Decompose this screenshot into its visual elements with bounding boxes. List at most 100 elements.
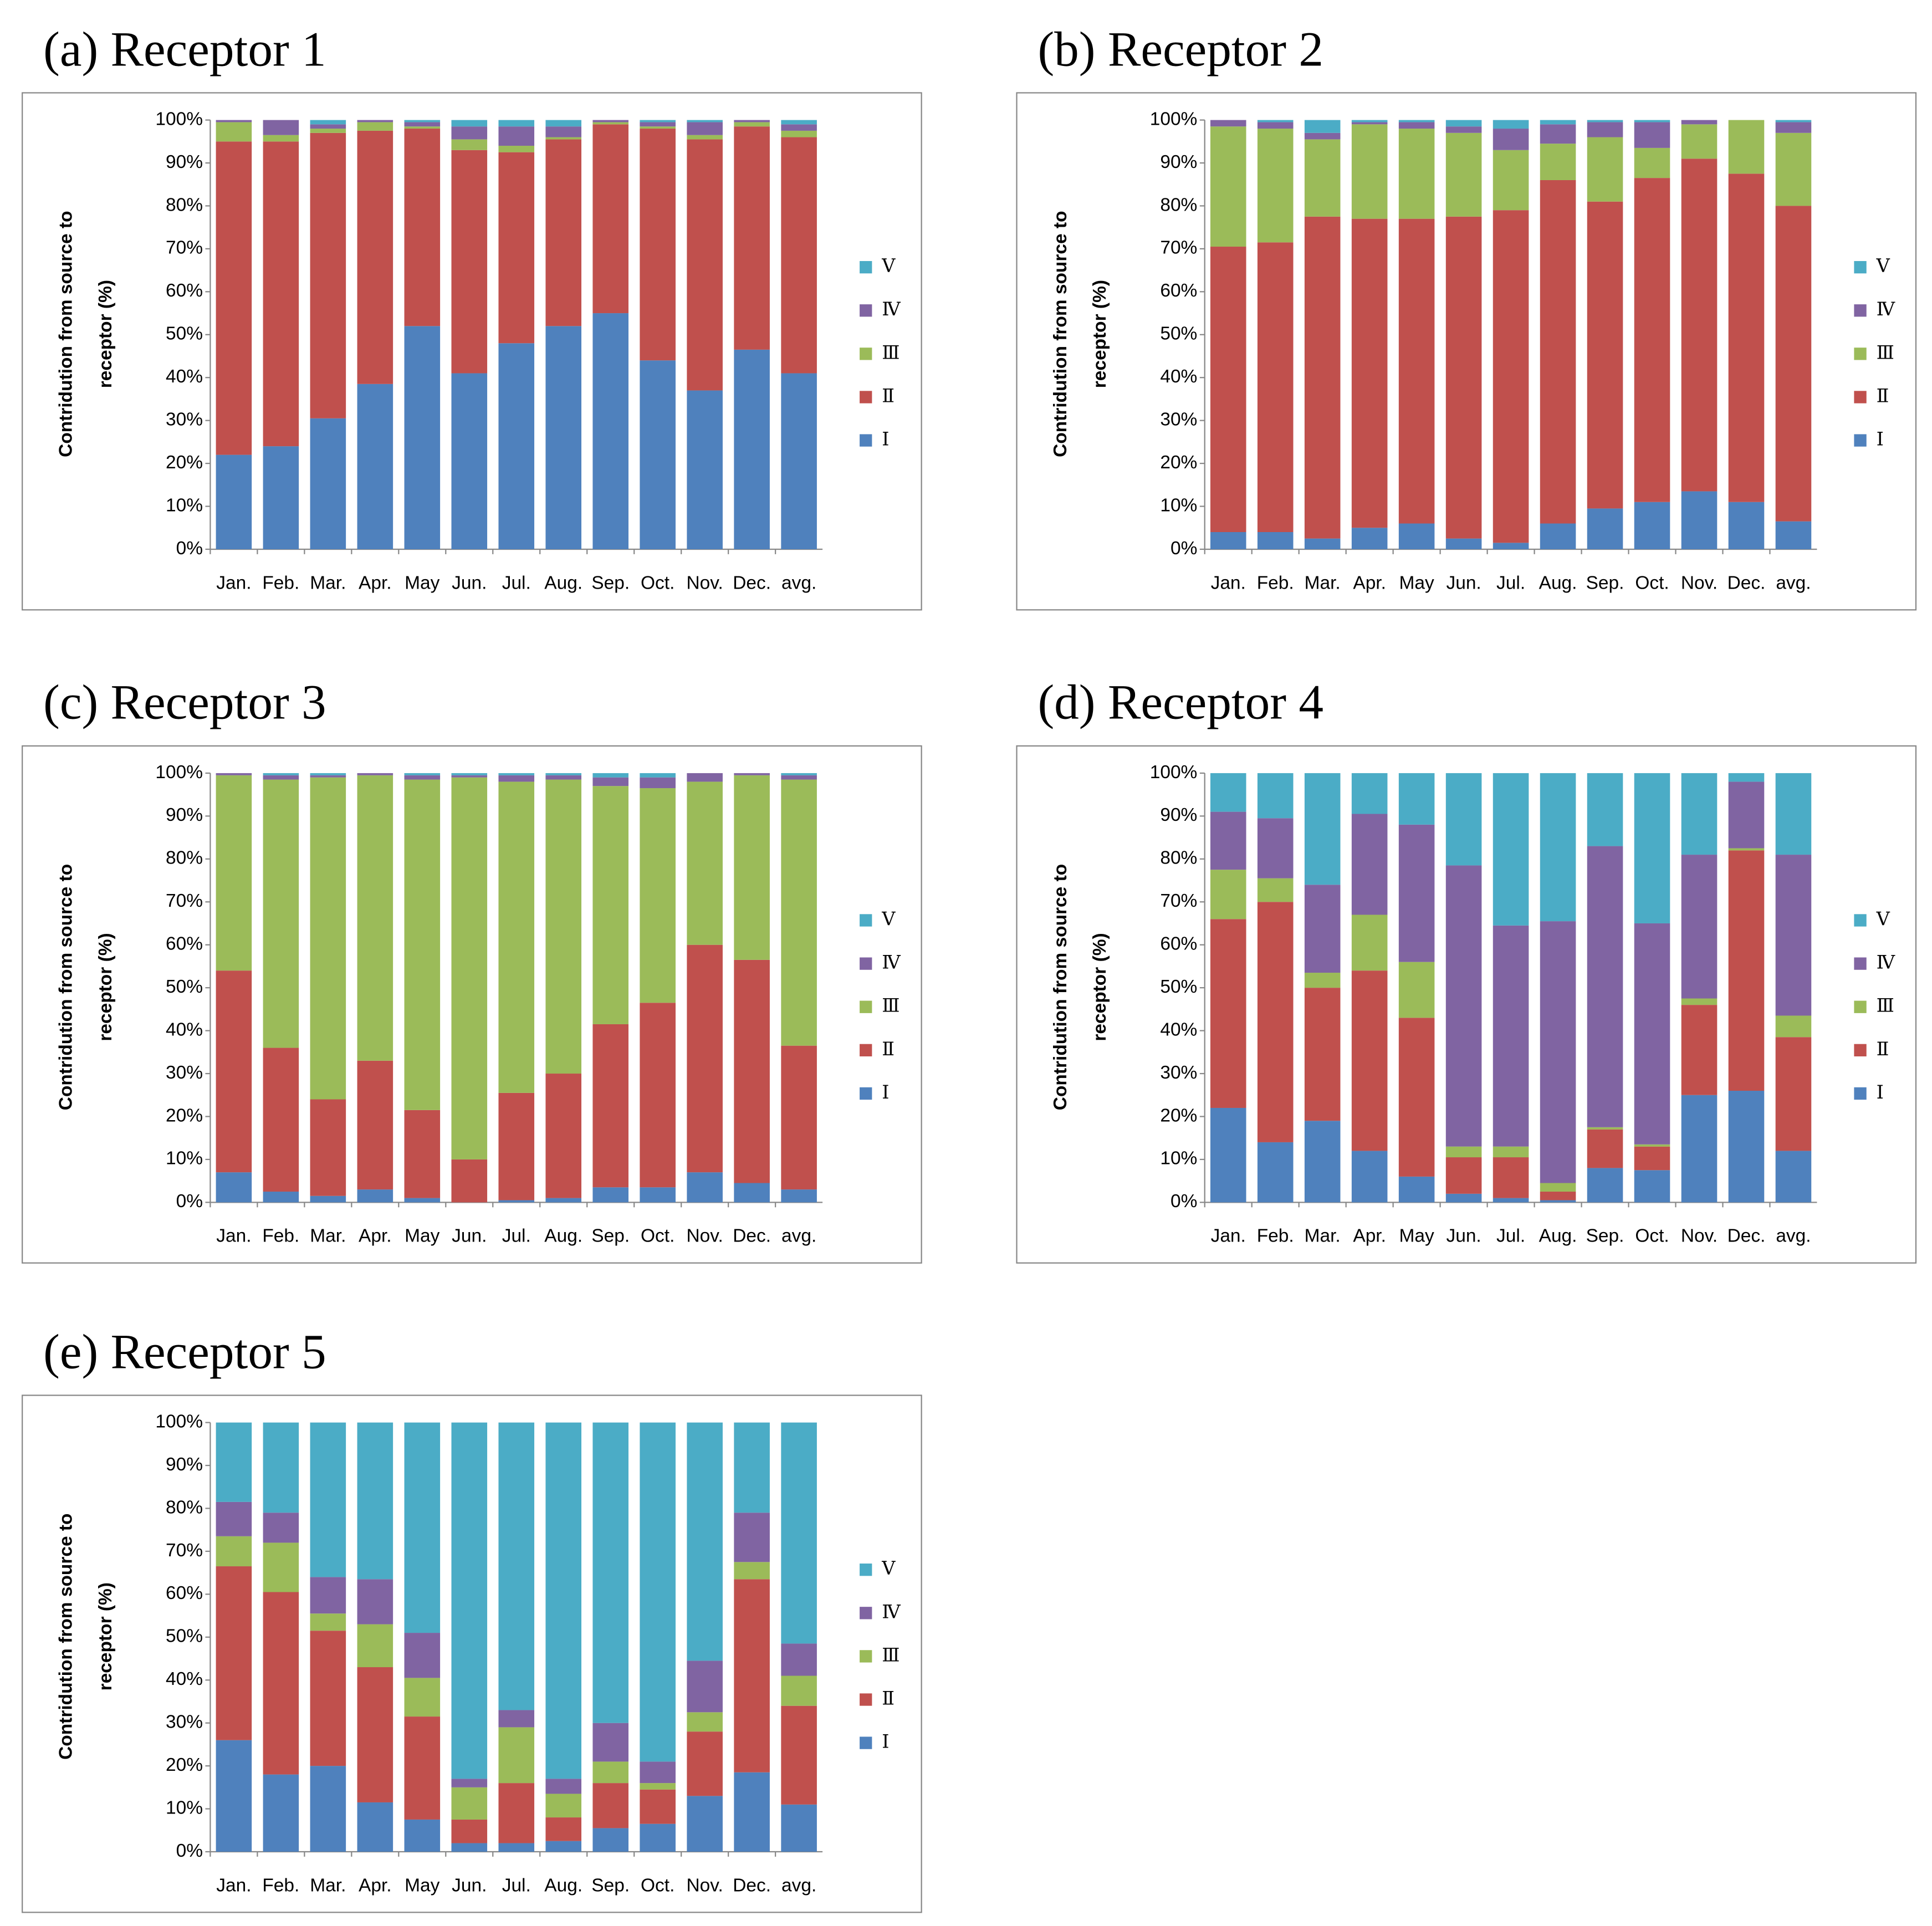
legend-label: Ⅳ [882, 298, 901, 320]
legend-swatch [860, 1736, 872, 1749]
y-tick-label: 60% [1160, 280, 1197, 301]
x-tick-label: Jun. [452, 1226, 487, 1246]
legend-swatch [860, 434, 872, 447]
bar-segment [1445, 773, 1482, 866]
bar-segment [734, 126, 770, 350]
bar-segment [1775, 120, 1812, 122]
bar-segment [734, 775, 770, 960]
bar-segment [216, 141, 252, 455]
bar-segment [1493, 210, 1529, 543]
bar-segment [1634, 1144, 1670, 1147]
bar-segment [781, 773, 817, 775]
bar-segment [1257, 122, 1294, 129]
bar-segment [1681, 1005, 1718, 1095]
bar-segment [1728, 848, 1765, 851]
bar-segment [1493, 150, 1529, 211]
bar-segment [781, 1422, 817, 1644]
bar-segment [216, 1536, 252, 1567]
x-tick-label: Apr. [359, 573, 392, 593]
bar-segment [734, 1579, 770, 1772]
bar-segment [310, 777, 346, 1100]
bar-segment [404, 1422, 441, 1633]
x-tick-label: Mar. [310, 573, 346, 593]
bar-segment [498, 1092, 535, 1200]
bar-segment [545, 120, 582, 127]
bar-segment [1398, 1018, 1435, 1177]
bar-segment [1257, 242, 1294, 533]
legend-label: Ⅳ [1877, 952, 1895, 973]
y-tick-label: 20% [1160, 1105, 1197, 1126]
bar-segment [263, 1048, 299, 1192]
x-tick-label: May [1399, 1226, 1434, 1246]
legend-swatch [860, 1564, 872, 1576]
bar-segment [1398, 120, 1435, 122]
bar-segment [451, 1422, 488, 1779]
bar-segment [545, 1074, 582, 1198]
y-tick-label: 40% [166, 366, 203, 387]
y-tick-label: 80% [166, 195, 203, 215]
bar-segment [1681, 855, 1718, 999]
bar-segment [1775, 855, 1812, 1016]
bar-segment [1304, 120, 1341, 133]
bar-segment [1681, 491, 1718, 549]
x-tick-label: Mar. [310, 1875, 346, 1896]
bar-segment [404, 129, 441, 326]
bar-segment [1775, 132, 1812, 206]
legend-swatch [1854, 1087, 1867, 1100]
legend-swatch [860, 1607, 872, 1620]
bar-segment [781, 130, 817, 137]
bar-segment [1681, 998, 1718, 1005]
bar-segment [734, 122, 770, 127]
chart-panel: (a) Receptor 1 0% 10% 20% 30% 40% 50% 60% 70% 80%… [22, 22, 922, 611]
bar-segment [1210, 126, 1246, 247]
bar-segment [310, 129, 346, 133]
x-tick-label: Aug. [544, 573, 582, 593]
y-axis-label: Contridution from source to receptor (%) [55, 864, 115, 1110]
x-tick-label: Nov. [686, 573, 723, 593]
x-tick-label: Feb. [262, 1226, 299, 1246]
bar-segment [263, 779, 299, 1048]
bar-segment [357, 1624, 393, 1668]
bar-segment [545, 1422, 582, 1779]
bar-segment [781, 1804, 817, 1852]
y-tick-label: 70% [1160, 238, 1197, 258]
y-tick-label: 20% [166, 1755, 203, 1775]
y-tick-label: 60% [166, 934, 203, 954]
legend-label: Ⅱ [882, 1038, 895, 1060]
bar-segment [1493, 543, 1529, 549]
y-tick-label: 80% [1160, 195, 1197, 215]
bar-segment [451, 1159, 488, 1203]
bar-segment [1587, 122, 1623, 137]
bar-segment [1351, 124, 1388, 219]
bar-segment [687, 773, 723, 782]
legend-swatch [860, 1044, 872, 1056]
y-axis-label: Contridution from source to receptor (%) [1050, 211, 1110, 457]
y-tick-label: 40% [166, 1669, 203, 1689]
bar-segment [1304, 885, 1341, 973]
bar-segment [216, 773, 252, 775]
bar-segment [781, 1643, 817, 1676]
bar-segment [1257, 818, 1294, 878]
bar-segment [310, 418, 346, 549]
x-tick-label: May [405, 573, 439, 593]
legend-swatch [860, 304, 872, 317]
bar-segment [1634, 923, 1670, 1145]
bar-segment [1398, 773, 1435, 825]
bar-segment [263, 775, 299, 780]
bar-segment [592, 777, 629, 786]
bar-segment [781, 373, 817, 549]
y-tick-label: 0% [176, 1841, 203, 1861]
bar-segment [1681, 1095, 1718, 1203]
bar-segment [545, 1198, 582, 1203]
x-tick-label: Jan. [1211, 573, 1246, 593]
bar-segment [1257, 532, 1294, 549]
bar-segment [498, 773, 535, 775]
bar-segment [640, 1422, 676, 1762]
x-tick-label: Dec. [1727, 1226, 1766, 1246]
bar-segment [310, 1577, 346, 1614]
bar-segment [498, 152, 535, 344]
bar-segment [216, 122, 252, 142]
bar-segment [310, 775, 346, 778]
bar-segment [498, 781, 535, 1093]
